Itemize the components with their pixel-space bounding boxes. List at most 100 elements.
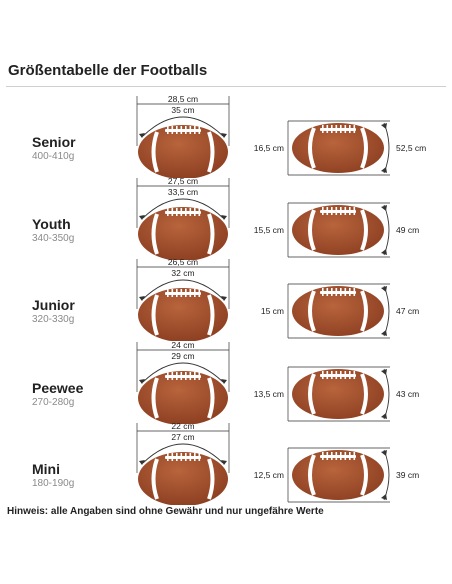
measure-arc-length [383, 204, 390, 256]
football-lace-stitch [185, 208, 187, 216]
arrow-up-icon [381, 123, 387, 129]
football-stripe-right [360, 127, 368, 169]
football-lace-stitch [349, 288, 351, 296]
arrow-up-icon [381, 205, 387, 211]
football-laces [165, 456, 201, 459]
football-stripe-right [360, 209, 368, 251]
circumference-outer-label: 24 cm [171, 342, 194, 350]
arrow-right-icon [221, 215, 227, 220]
circumference-inner-label: 27 cm [171, 432, 194, 442]
football-lace-stitch [198, 208, 201, 216]
football-lace-stitch [353, 288, 356, 296]
football-lace-stitch [176, 208, 178, 216]
football-front-body [138, 371, 228, 424]
football-lace-stitch [331, 288, 333, 296]
football-lace-stitch [176, 126, 178, 134]
football-lace-stitch [194, 126, 196, 134]
football-lace-stitch [194, 208, 196, 216]
length-label: 49 cm [396, 225, 419, 235]
arrow-left-icon [139, 460, 145, 465]
football-lace-stitch [353, 207, 356, 215]
football-lace-stitch [171, 208, 174, 216]
football-lace-stitch [185, 372, 187, 380]
football-laces [320, 291, 356, 294]
arrow-right-icon [221, 133, 227, 138]
arrow-right-icon [221, 379, 227, 384]
football-lace-stitch [344, 288, 347, 296]
football-lace-stitch [322, 207, 324, 215]
circumference-inner-label: 33,5 cm [168, 187, 198, 197]
football-lace-stitch [189, 372, 192, 380]
football-lace-stitch [176, 453, 178, 461]
football-stripe-left [308, 373, 316, 415]
football-lace-stitch [326, 288, 329, 296]
size-row-mini: Mini 180-190g 22 cm 27 cm 12,5 cm 39 cm [0, 423, 452, 505]
football-lace-stitch [167, 126, 169, 134]
football-lace-stitch [340, 125, 342, 133]
football-lace-stitch [353, 371, 356, 379]
size-weight: 400-410g [32, 151, 75, 162]
circumference-outer-label: 28,5 cm [168, 96, 198, 104]
length-label: 52,5 cm [396, 143, 426, 153]
football-lace-stitch [326, 207, 329, 215]
disclaimer-note: Hinweis: alle Angaben sind ohne Gewähr u… [7, 506, 324, 517]
size-name: Mini [32, 461, 60, 477]
football-stripe-left [151, 377, 159, 419]
football-lace-stitch [322, 452, 324, 460]
measure-arc-inner [142, 279, 224, 300]
circumference-inner-label: 32 cm [171, 268, 194, 278]
football-side-body [292, 123, 384, 173]
football-laces [320, 128, 356, 131]
football-side-body [292, 450, 384, 500]
football-lace-stitch [335, 371, 338, 379]
football-stripe-right [360, 290, 368, 332]
football-lace-stitch [344, 452, 347, 460]
football-lace-stitch [349, 371, 351, 379]
football-lace-stitch [335, 125, 338, 133]
football-lace-stitch [340, 371, 342, 379]
football-stripe-right [207, 131, 215, 173]
title-divider [6, 86, 446, 87]
football-lace-stitch [194, 289, 196, 297]
football-laces [320, 455, 356, 458]
football-lace-stitch [171, 372, 174, 380]
football-stripe-right [207, 294, 215, 336]
football-laces [165, 375, 201, 378]
football-laces [320, 374, 356, 377]
measure-arc-inner [142, 198, 224, 219]
arrow-down-icon [381, 249, 387, 255]
arrow-down-icon [381, 494, 387, 500]
football-lace-stitch [176, 289, 178, 297]
football-lace-stitch [340, 452, 342, 460]
football-lace-stitch [180, 289, 183, 297]
football-lace-stitch [353, 452, 356, 460]
size-weight: 340-350g [32, 233, 75, 244]
chart-title: Größentabelle der Footballs [8, 62, 208, 79]
football-lace-stitch [180, 126, 183, 134]
football-lace-stitch [198, 453, 201, 461]
football-stripe-right [207, 213, 215, 255]
football-lace-stitch [340, 288, 342, 296]
football-lace-stitch [344, 125, 347, 133]
measure-arc-inner [142, 362, 224, 383]
football-laces [320, 210, 356, 213]
football-stripe-left [308, 290, 316, 332]
football-side-body [292, 205, 384, 255]
football-lace-stitch [189, 208, 192, 216]
football-lace-stitch [198, 289, 201, 297]
measure-arc-inner [142, 443, 224, 464]
football-lace-stitch [322, 371, 324, 379]
arrow-up-icon [381, 450, 387, 456]
football-laces [165, 211, 201, 214]
arrow-right-icon [221, 460, 227, 465]
size-name: Senior [32, 134, 76, 150]
football-lace-stitch [185, 126, 187, 134]
football-lace-stitch [353, 125, 356, 133]
football-front-body [138, 125, 228, 178]
football-lace-stitch [349, 125, 351, 133]
arrow-left-icon [139, 215, 145, 220]
football-lace-stitch [185, 289, 187, 297]
